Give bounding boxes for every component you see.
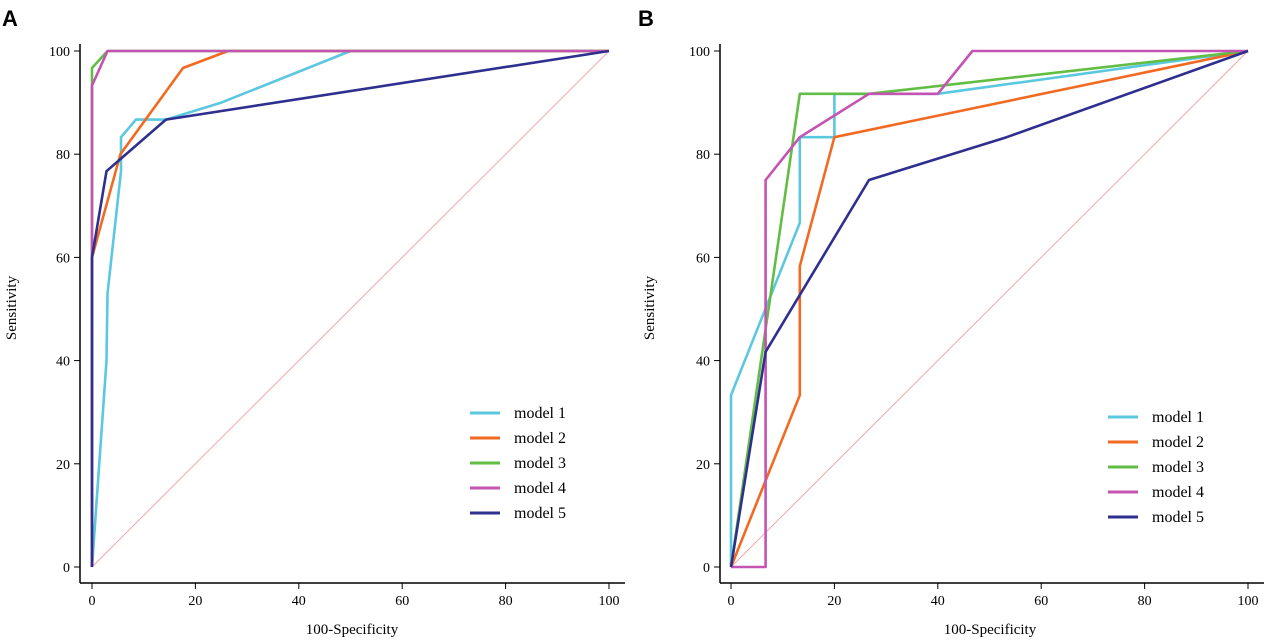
panel-a-reference-line xyxy=(91,50,610,568)
panel-b-y-tick-label: 40 xyxy=(696,355,710,370)
panel-b-y-ticks: 0 20 40 60 80 100 xyxy=(689,45,720,576)
panel-b-x-tick-label: 40 xyxy=(931,594,945,609)
panel-a-y-tick-label: 40 xyxy=(56,355,70,370)
panel-b-reference-layer xyxy=(730,50,1249,568)
panel-a-x-tick-label: 100 xyxy=(599,594,620,609)
panel-b-x-axis-title: 100-Specificity xyxy=(944,622,1037,638)
panel-a-legend-label-model-5: model 5 xyxy=(514,505,566,522)
panel-a: A 0 20 40 60 80 100 0 20 40 60 80 100 100-Specific… xyxy=(2,6,625,638)
panel-b-series-model-2-line xyxy=(729,49,1249,568)
panel-b-legend-label-model-4: model 4 xyxy=(1152,484,1204,501)
panel-b-x-ticks: 0 20 40 60 80 100 xyxy=(728,583,1259,609)
panel-b-y-tick-label: 20 xyxy=(696,458,710,473)
panel-a-legend-label-model-4: model 4 xyxy=(514,480,566,497)
panel-a-series-layer xyxy=(90,49,610,568)
panel-b-series-model-5-line xyxy=(729,49,1249,568)
panel-b-y-tick-label: 0 xyxy=(703,561,710,576)
panel-b-legend-label-model-5: model 5 xyxy=(1152,509,1204,526)
panel-b: B 0 20 40 60 80 100 0 20 40 60 80 100 100-Specific… xyxy=(638,6,1264,638)
panel-b-legend: model 1 model 2 model 3 model 4 model 5 xyxy=(1108,409,1204,526)
panel-a-y-tick-label: 60 xyxy=(56,251,70,266)
panel-b-y-tick-label: 60 xyxy=(696,251,710,266)
panel-b-series-model-4-line xyxy=(731,49,1248,569)
panel-a-y-tick-label: 100 xyxy=(49,45,70,60)
panel-b-x-tick-label: 60 xyxy=(1034,594,1048,609)
panel-b-x-tick-label: 100 xyxy=(1238,594,1259,609)
panel-a-x-ticks: 0 20 40 60 80 100 xyxy=(89,583,620,609)
panel-b-x-tick-label: 20 xyxy=(827,594,841,609)
panel-a-y-tick-label: 80 xyxy=(56,148,70,163)
panel-a-series-model-1-line xyxy=(90,49,609,568)
panel-a-x-tick-label: 60 xyxy=(395,594,409,609)
panel-a-legend-label-model-2: model 2 xyxy=(514,430,566,447)
panel-b-y-tick-label: 80 xyxy=(696,148,710,163)
panel-a-x-tick-label: 0 xyxy=(89,594,96,609)
panel-a-y-tick-label: 0 xyxy=(63,561,70,576)
panel-a-reference-layer xyxy=(91,50,610,568)
panel-b-legend-label-model-3: model 3 xyxy=(1152,459,1204,476)
panel-a-legend-label-model-1: model 1 xyxy=(514,405,566,422)
panel-a-legend: model 1 model 2 model 3 model 4 model 5 xyxy=(470,405,566,522)
panel-a-series-model-5-line xyxy=(90,49,610,567)
panel-a-x-tick-label: 20 xyxy=(188,594,202,609)
panel-b-series-layer xyxy=(729,49,1249,569)
panel-a-y-tick-label: 20 xyxy=(56,458,70,473)
panel-b-legend-label-model-1: model 1 xyxy=(1152,409,1204,426)
panel-b-x-tick-label: 0 xyxy=(728,594,735,609)
panel-b-y-axis-title: Sensitivity xyxy=(642,275,658,340)
panel-b-y-tick-label: 100 xyxy=(689,45,710,60)
panel-b-letter: B xyxy=(638,6,654,31)
panel-b-x-tick-label: 80 xyxy=(1138,594,1152,609)
panel-a-x-tick-label: 40 xyxy=(292,594,306,609)
panel-a-letter: A xyxy=(2,6,18,31)
panel-a-legend-label-model-3: model 3 xyxy=(514,455,566,472)
panel-a-y-ticks: 0 20 40 60 80 100 xyxy=(49,45,80,576)
panel-a-y-axis-title: Sensitivity xyxy=(4,275,20,340)
panel-a-x-tick-label: 80 xyxy=(499,594,513,609)
panel-b-reference-line xyxy=(730,50,1249,568)
panel-a-x-axis-title: 100-Specificity xyxy=(306,622,399,638)
panel-b-legend-label-model-2: model 2 xyxy=(1152,434,1204,451)
